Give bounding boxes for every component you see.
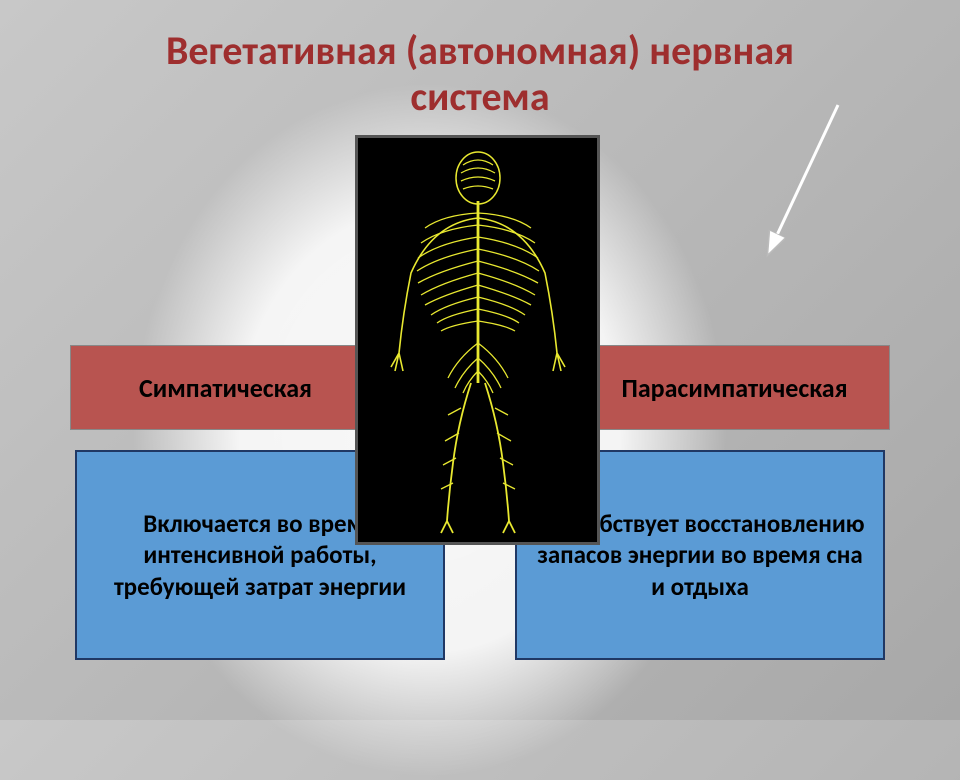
nervous-system-figure (355, 135, 600, 545)
title-line1: Вегетативная (автономная) нервная (166, 26, 794, 75)
arrow-icon (750, 90, 860, 270)
title-line2: система (410, 72, 549, 121)
human-nervous-system-icon (363, 143, 593, 538)
